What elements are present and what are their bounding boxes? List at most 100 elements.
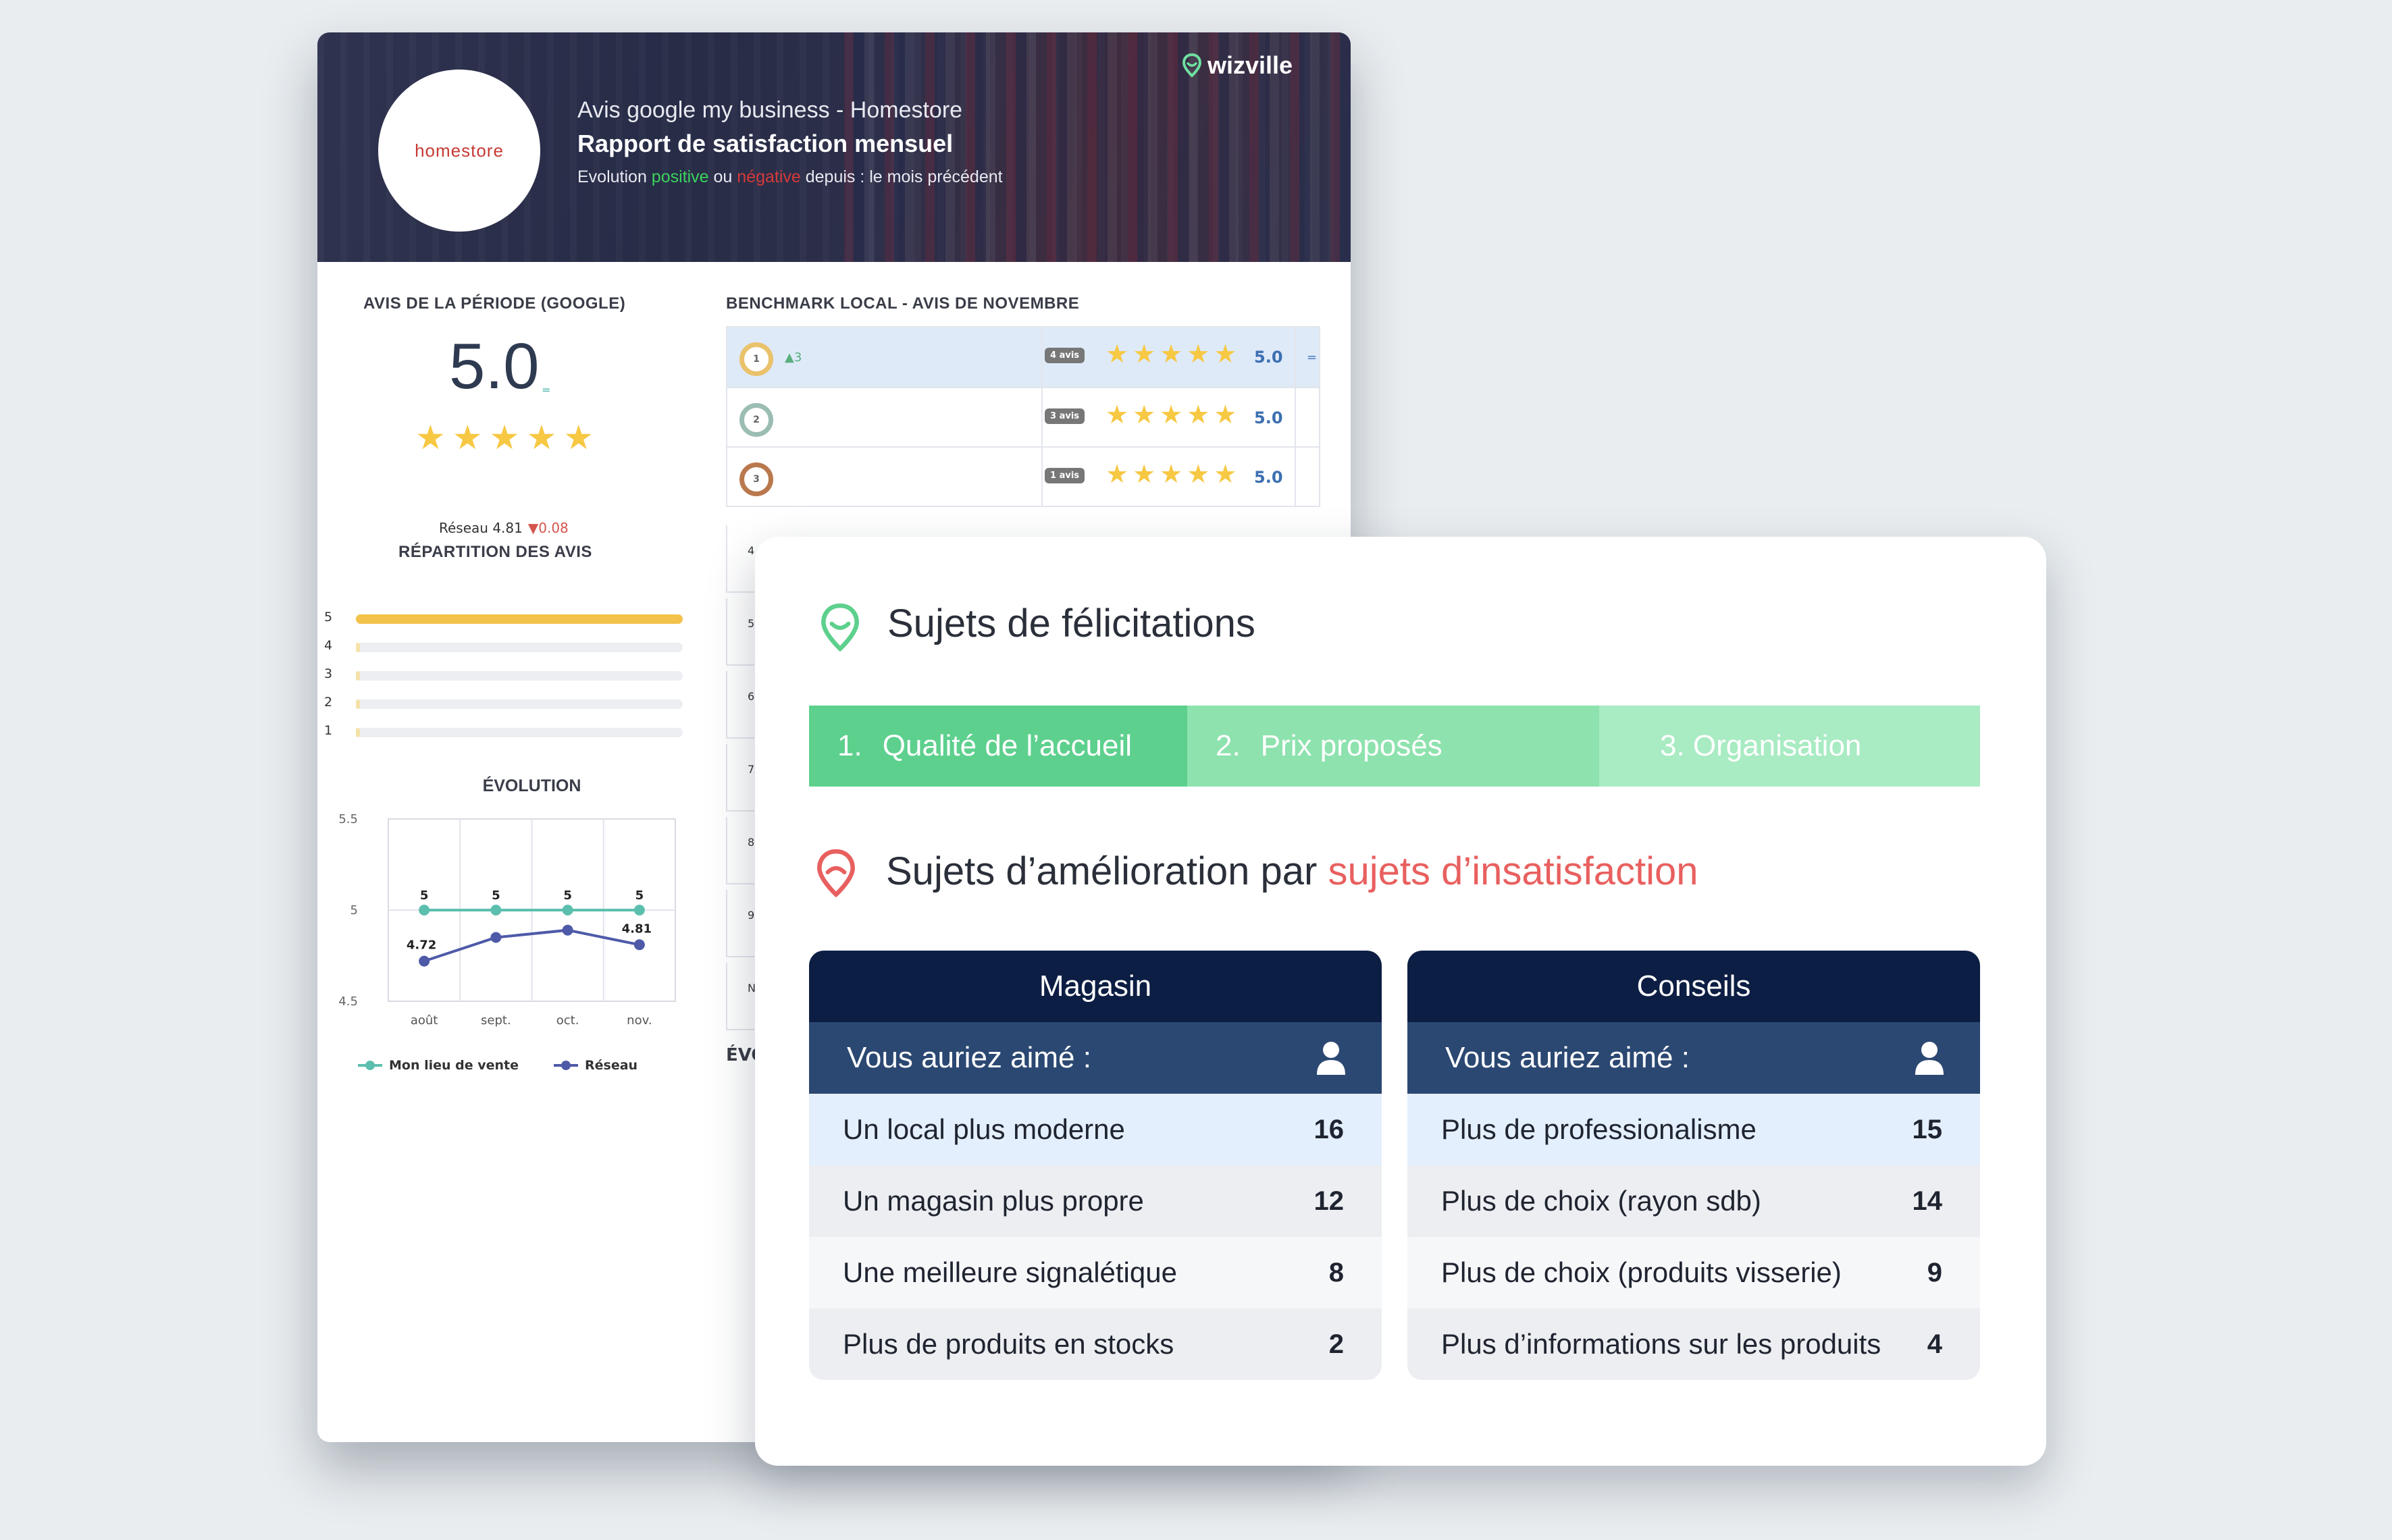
network-score: Réseau 4.81 ▼0.08 [439,520,569,536]
table-row[interactable]: Plus d’informations sur les produits 4 [1407,1308,1980,1380]
x-tick-label: nov. [627,1013,652,1028]
distribution-row: 1 [324,723,702,742]
data-label: 5 [563,888,572,903]
distribution-track [356,643,683,652]
evolution-chart: ÉVOLUTION 5.5 5 4.5 août sept. oct. nov. 5 5 5 5 4.7… [331,775,729,1113]
distribution-fill [356,728,360,737]
data-point [633,939,645,951]
star-icon: ★ [1133,339,1156,369]
topic-count: 9 [1927,1257,1942,1287]
legend-label: Réseau [585,1058,638,1073]
distribution-label: 4 [324,638,333,653]
improvement-table: Magasin Vous auriez aimé : Un local plus… [809,951,1382,1380]
row-stars: ★ ★ ★ ★ ★ [1106,402,1237,427]
period-stars: ★ ★ ★ ★ ★ [415,421,594,454]
distribution-fill [356,614,683,624]
rank-medal-icon: 2 [739,403,773,437]
star-icon: ★ [452,418,483,457]
distribution-track [356,699,683,709]
star-icon: ★ [1133,459,1156,489]
table-row[interactable]: Un local plus moderne 16 [809,1094,1382,1165]
user-icon [1915,1042,1944,1075]
topic-label: Plus de choix (rayon sdb) [1441,1185,1761,1217]
benchmark-partial-row: 8 [726,817,754,884]
distribution-title: RÉPARTITION DES AVIS [398,543,592,561]
praise-topic-tab[interactable]: 2. Prix proposés [1187,706,1599,787]
topic-label: Plus de produits en stocks [843,1328,1174,1360]
data-label: 5 [420,888,429,903]
praise-topics: 1. Qualité de l’accueil 2. Prix proposés 3. … [809,706,1980,787]
topic-count: 8 [1328,1257,1344,1287]
star-icon: ★ [1160,459,1183,489]
benchmark-row: 2 3 avis ★ ★ ★ ★ ★ 5.0 [726,388,1320,448]
period-title: AVIS DE LA PÉRIODE (GOOGLE) [363,294,626,313]
table-row[interactable]: Plus de choix (produits visserie) 9 [1407,1237,1980,1308]
table-row[interactable]: Plus de choix (rayon sdb) 14 [1407,1165,1980,1237]
benchmark-partial-row: 6 [726,671,754,739]
praise-topic-tab[interactable]: 1. Qualité de l’accueil [809,706,1187,787]
rank-medal-icon: 3 [739,462,773,496]
star-icon: ★ [1214,400,1237,429]
series-line [423,928,640,963]
banner-photo [844,32,1351,262]
benchmark-table: 1 ▲3 4 avis ★ ★ ★ ★ ★ 5.0 = 2 3 avis ★ ★ ★ ★ ★ 5… [726,326,1320,507]
legend-marker [561,1061,571,1070]
topic-label: Plus de professionalisme [1441,1113,1757,1145]
wizville-logo: wizville [1182,51,1293,80]
table-subheader: Vous auriez aimé : [1407,1022,1980,1094]
topic-label: 3. Organisation [1660,729,1862,762]
x-tick-label: août [411,1013,438,1028]
data-point [562,905,573,915]
distribution-row: 2 [324,695,702,714]
star-icon: ★ [563,418,594,457]
table-row[interactable]: Plus de produits en stocks 2 [809,1308,1382,1380]
improvement-table: Conseils Vous auriez aimé : Plus de prof… [1407,951,1980,1380]
star-icon: ★ [1187,400,1210,429]
row-score: 5.0 [1254,348,1283,367]
distribution-fill [356,699,360,709]
row-stars: ★ ★ ★ ★ ★ [1106,461,1237,487]
praise-topic-tab[interactable]: 3. Organisation [1599,706,1980,787]
legend-label: Mon lieu de vente [389,1058,519,1073]
data-point [419,905,430,915]
report-source: Avis google my business - Homestore [577,97,963,123]
improvement-title: Sujets d’amélioration par sujets d’insat… [886,849,1698,893]
data-point [633,905,645,915]
data-label: 4.72 [407,938,436,953]
data-label: 4.81 [622,922,652,936]
report-title: Rapport de satisfaction mensuel [577,130,954,157]
star-icon: ★ [1187,339,1210,369]
chart-title: ÉVOLUTION [483,776,581,795]
topic-count: 16 [1314,1114,1345,1144]
topic-count: 4 [1927,1329,1942,1359]
table-header: Conseils [1407,951,1980,1022]
period-score: 5.0 [449,330,540,402]
table-row[interactable]: Une meilleure signalétique 8 [809,1237,1382,1308]
table-row[interactable]: Plus de professionalisme 15 [1407,1094,1980,1165]
table-header: Magasin [809,951,1382,1022]
praise-title: Sujets de félicitations [887,602,1255,645]
distribution-label: 3 [324,666,333,681]
table-row[interactable]: Un magasin plus propre 12 [809,1165,1382,1237]
improvement-pin-icon [817,849,855,898]
row-stars: ★ ★ ★ ★ ★ [1106,341,1237,367]
y-tick-label: 5.5 [338,812,358,826]
benchmark-row: 1 ▲3 4 avis ★ ★ ★ ★ ★ 5.0 = [726,326,1320,388]
rank-delta: ▲3 [785,350,802,365]
benchmark-partial-row: N [726,963,756,1030]
star-icon: ★ [526,418,557,457]
data-label: 5 [635,888,644,903]
distribution-row: 3 [324,666,702,685]
data-point [419,955,430,967]
topic-label: Qualité de l’accueil [882,729,1133,762]
score-delta: = [542,383,551,396]
distribution-row: 5 [324,610,702,629]
topic-count: 12 [1314,1186,1345,1216]
star-icon: ★ [1214,339,1237,369]
user-icon [1317,1042,1345,1075]
topic-label: Un magasin plus propre [843,1185,1144,1217]
distribution-track [356,728,683,737]
data-point [490,932,502,943]
topic-label: Plus d’informations sur les produits [1441,1328,1881,1360]
benchmark-partial-row: 4 [726,525,754,593]
